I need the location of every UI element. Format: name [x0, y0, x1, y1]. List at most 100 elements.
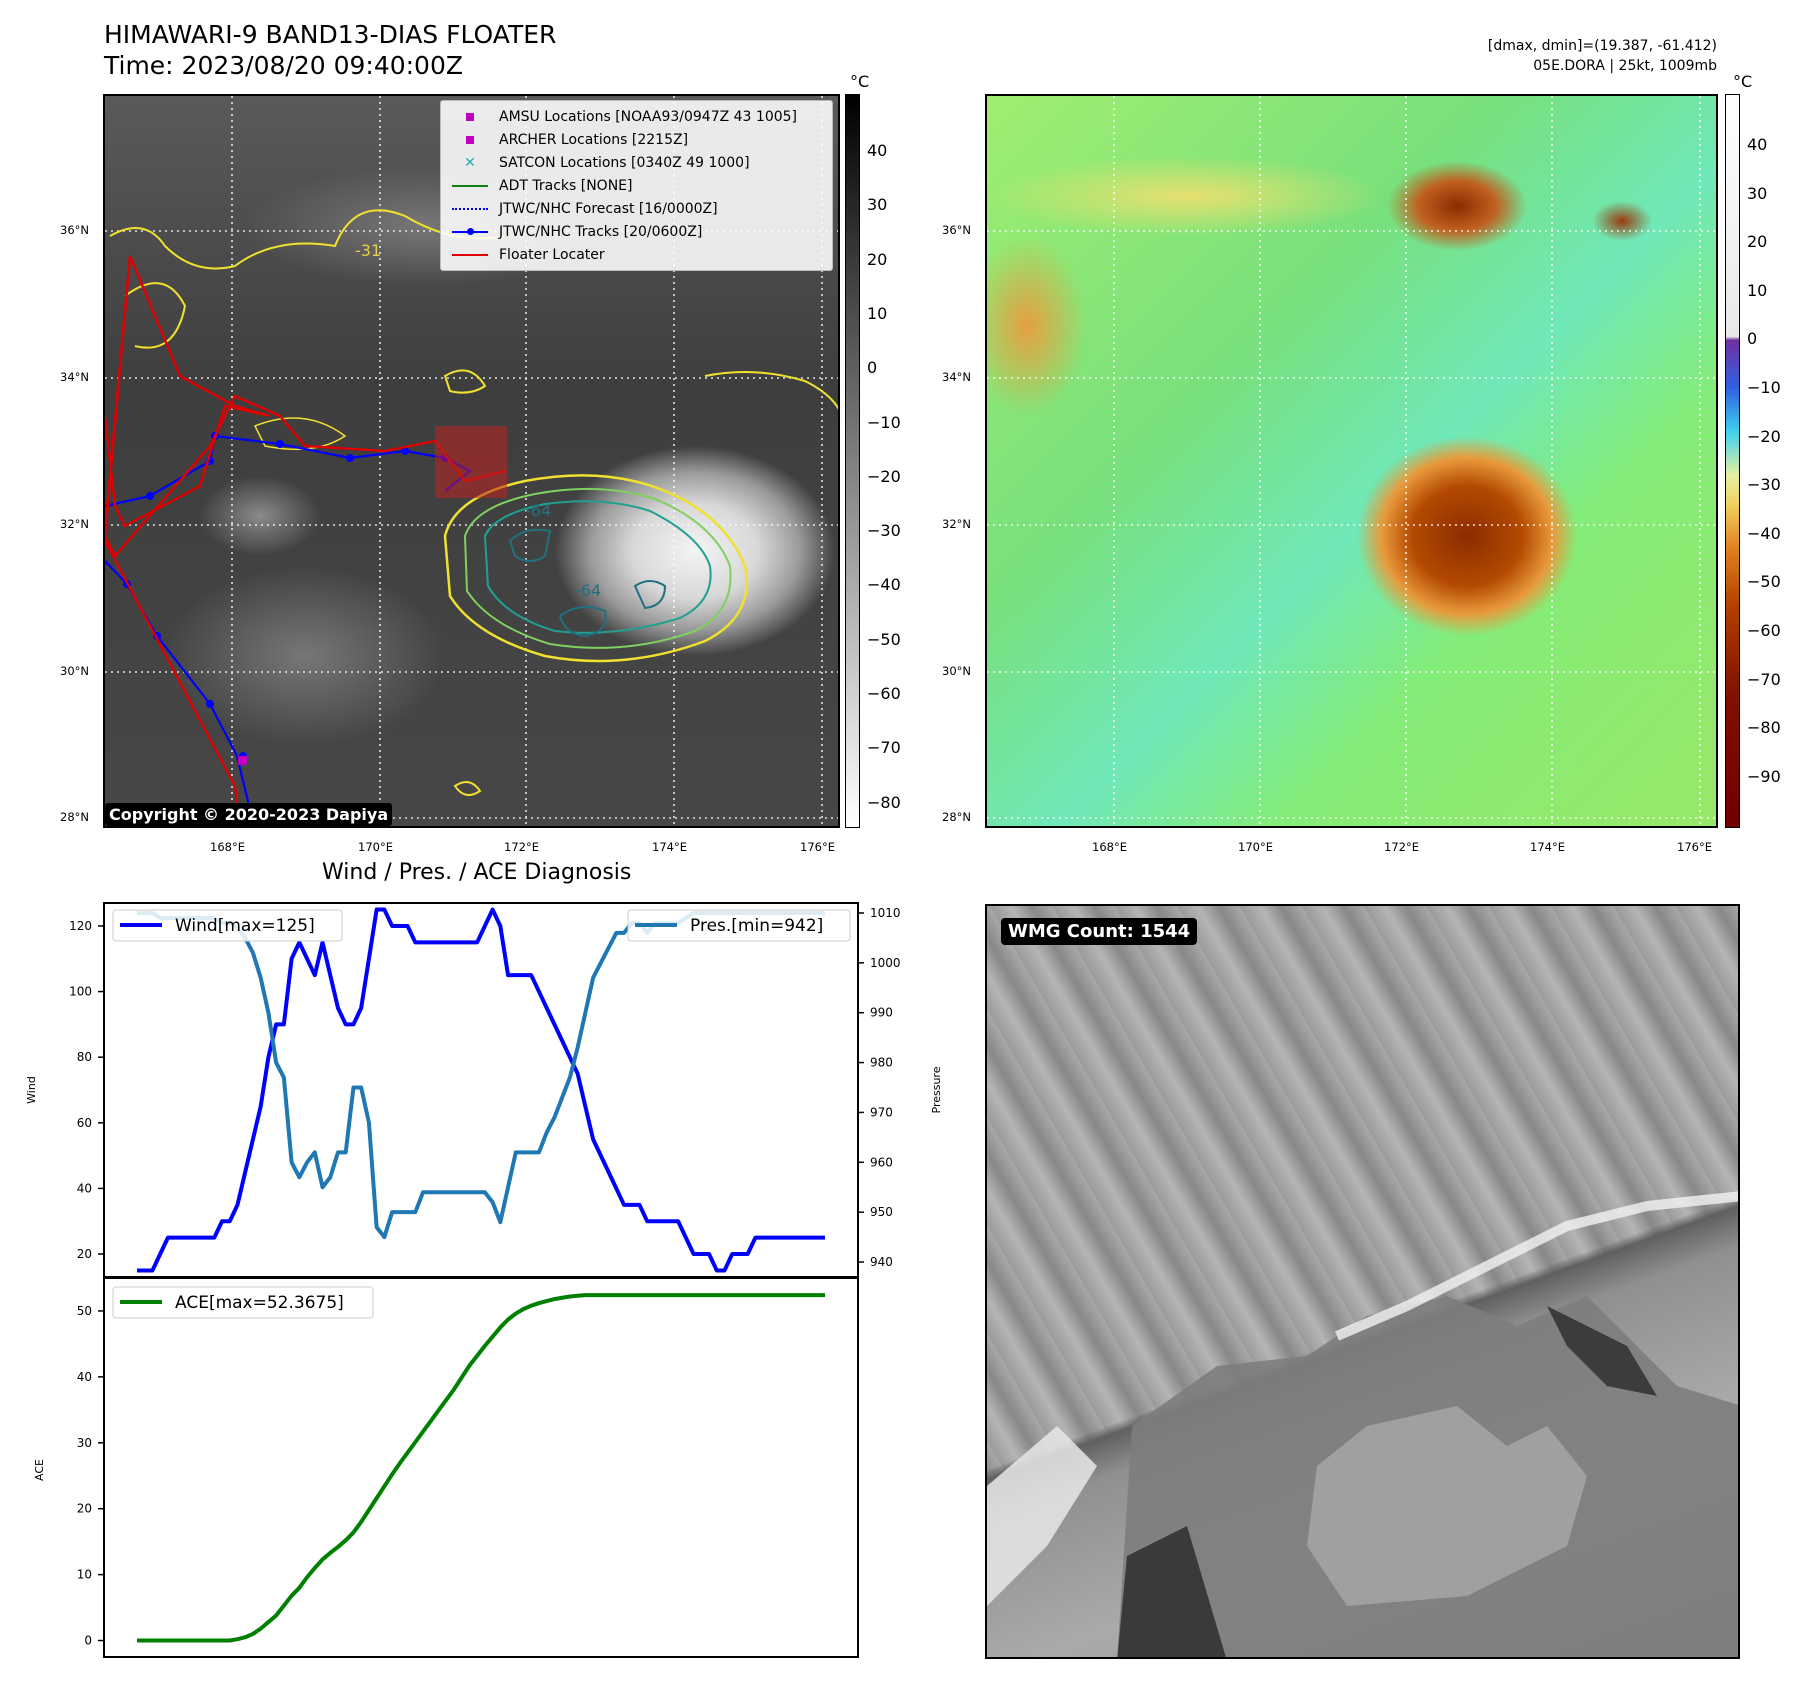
y2-tick-label: 940 [870, 1255, 893, 1269]
legend-item: ARCHER Locations [2215Z] [449, 128, 824, 151]
colorbar-tick: −60 [1747, 621, 1781, 640]
line-marker-icon [449, 253, 491, 256]
plot-frame [103, 902, 859, 1278]
y-tick-label: 40 [77, 1181, 92, 1195]
y2-tick-label: 950 [870, 1205, 893, 1219]
legend-box [112, 909, 343, 942]
lat-tick: 32°N [60, 517, 89, 531]
legend-item: ✕ SATCON Locations [0340Z 49 1000] [449, 151, 824, 174]
colorbar-tick: 40 [867, 141, 888, 160]
y-tick-label: 20 [77, 1247, 92, 1261]
colorbar-tick: 10 [1747, 280, 1768, 300]
lat-tick: 34°N [942, 370, 971, 384]
lon-tick: 172°E [1384, 840, 1419, 854]
y-tick-label: 0 [84, 1634, 92, 1648]
lon-tick: 168°E [210, 840, 245, 854]
lon-tick: 174°E [1530, 840, 1565, 854]
colorbar-tick: −50 [867, 629, 901, 649]
wind-legend: Wind[max=125] [112, 909, 343, 942]
y2-tick-label: 970 [870, 1105, 893, 1119]
y-tick-label: 100 [69, 985, 92, 999]
wmg-overlay [987, 1191, 1738, 1657]
y-tick-label: 80 [77, 1050, 92, 1064]
lon-tick: 170°E [1238, 840, 1273, 854]
colorbar-tick: −80 [1747, 718, 1781, 738]
colorbar-tick: 0 [867, 358, 878, 378]
color-grid [987, 96, 1716, 826]
y-tick-label: 120 [69, 919, 92, 933]
y-tick-label: 50 [77, 1304, 92, 1318]
line-dot-icon [449, 227, 491, 235]
lat-tick: 34°N [60, 370, 89, 384]
contour-label: -64 [525, 501, 551, 520]
lon-tick: 174°E [652, 840, 687, 854]
lon-tick: 172°E [504, 840, 539, 854]
lon-tick: 170°E [358, 840, 393, 854]
color-enhanced-map [985, 94, 1718, 828]
y-axis-label: Wind [25, 1076, 38, 1104]
colorbar-tick: −40 [1747, 523, 1781, 543]
lat-tick: 36°N [60, 223, 89, 237]
colorbar-tick: −70 [1747, 669, 1781, 689]
map-legend: AMSU Locations [NOAA93/0947Z 43 1005] AR… [440, 100, 833, 271]
square-marker-icon [449, 135, 491, 144]
legend-box [112, 1286, 374, 1319]
colorbar-tick: 30 [867, 195, 888, 215]
copyright-badge: Copyright © 2020-2023 Dapiya [105, 803, 393, 826]
ir-grayscale-map: -31 -64 -64 AMSU Locations [NOAA93/0947Z… [103, 94, 840, 828]
colorbar-tick: 40 [1747, 135, 1768, 154]
colorbar-tick: −40 [867, 575, 901, 595]
legend-label: Wind[max=125] [175, 916, 315, 936]
lon-tick: 176°E [800, 840, 835, 854]
diagnosis-title: Wind / Pres. / ACE Diagnosis [322, 860, 632, 885]
y2-tick-label: 960 [870, 1155, 893, 1169]
lon-tick: 176°E [1677, 840, 1712, 854]
y2-tick-label: 980 [870, 1056, 893, 1070]
colorbar-tick: 30 [1747, 183, 1768, 203]
colorbar-tick: −20 [867, 466, 901, 486]
grayscale-colorbar [845, 94, 860, 828]
color-colorbar [1725, 94, 1740, 828]
y-tick-label: 40 [77, 1370, 92, 1384]
y-tick-label: 10 [77, 1568, 92, 1582]
colorbar-tick: −70 [867, 738, 901, 758]
contour-label: -31 [355, 241, 381, 260]
lon-tick: 168°E [1092, 840, 1127, 854]
ace-legend: ACE[max=52.3675] [112, 1286, 374, 1319]
square-marker-icon [449, 112, 491, 121]
colorbar-tick: −30 [867, 521, 901, 541]
y2-tick-label: 990 [870, 1006, 893, 1020]
colorbar-tick: 10 [867, 303, 888, 323]
colorbar-tick: −90 [1747, 766, 1781, 786]
ace-chart: 0 10 20 30 40 50 ACE ACE[max=52.3675] [33, 1277, 859, 1658]
wind-pressure-chart: 20 40 60 80 100 120 940 950 960 970 980 990 1000 1010… [25, 902, 943, 1278]
lat-tick: 32°N [942, 517, 971, 531]
line-marker-icon [449, 184, 491, 187]
legend-item: ADT Tracks [NONE] [449, 174, 824, 197]
colorbar-tick: 0 [1747, 329, 1758, 349]
legend-box [627, 909, 851, 942]
legend-label: Pres.[min=942] [690, 916, 823, 936]
wind-series-line [137, 907, 825, 1273]
dotted-line-icon [449, 207, 491, 210]
colorbar-unit: °C [1733, 72, 1753, 91]
lat-tick: 28°N [942, 810, 971, 824]
lat-tick: 36°N [942, 223, 971, 237]
y-tick-label: 60 [77, 1116, 92, 1130]
legend-item: Floater Locater [449, 243, 824, 266]
colorbar-tick: −10 [1747, 378, 1781, 397]
colorbar-tick: −80 [867, 792, 901, 812]
y-tick-label: 30 [77, 1436, 92, 1450]
timestamp: Time: 2023/08/20 09:40:00Z [104, 51, 463, 80]
colorbar-tick: 20 [867, 249, 888, 269]
storm-info-label: 05E.DORA | 25kt, 1009mb [1533, 58, 1717, 74]
legend-label: ACE[max=52.3675] [175, 1293, 344, 1313]
lat-tick: 30°N [942, 664, 971, 678]
legend-item: JTWC/NHC Tracks [20/0600Z] [449, 220, 824, 243]
y-tick-label: 20 [77, 1502, 92, 1516]
ir-overlay: -31 -64 -64 [105, 96, 838, 826]
x-marker-icon: ✕ [464, 154, 476, 171]
y2-tick-label: 1010 [870, 906, 901, 920]
page-title: HIMAWARI-9 BAND13-DIAS FLOATER [104, 20, 557, 49]
plot-frame [103, 1277, 859, 1658]
